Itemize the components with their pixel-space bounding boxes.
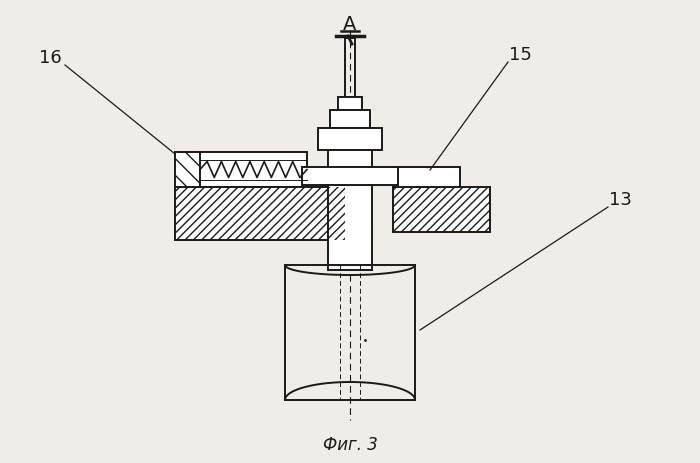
Bar [393,187,490,232]
Text: 13: 13 [608,191,631,209]
Bar [393,187,490,232]
Bar [328,185,372,270]
Text: 15: 15 [509,46,531,64]
Bar [393,167,460,187]
Bar [330,110,370,128]
Text: Фиг. 3: Фиг. 3 [323,436,377,454]
Bar [318,128,382,150]
Bar [195,152,307,187]
Bar [175,187,345,240]
Text: 16: 16 [38,49,62,67]
Bar [175,187,345,240]
Text: А: А [343,15,357,35]
Bar [175,152,200,187]
Bar [328,150,372,167]
Bar [338,97,362,110]
Bar [302,167,398,185]
Bar [175,152,200,187]
